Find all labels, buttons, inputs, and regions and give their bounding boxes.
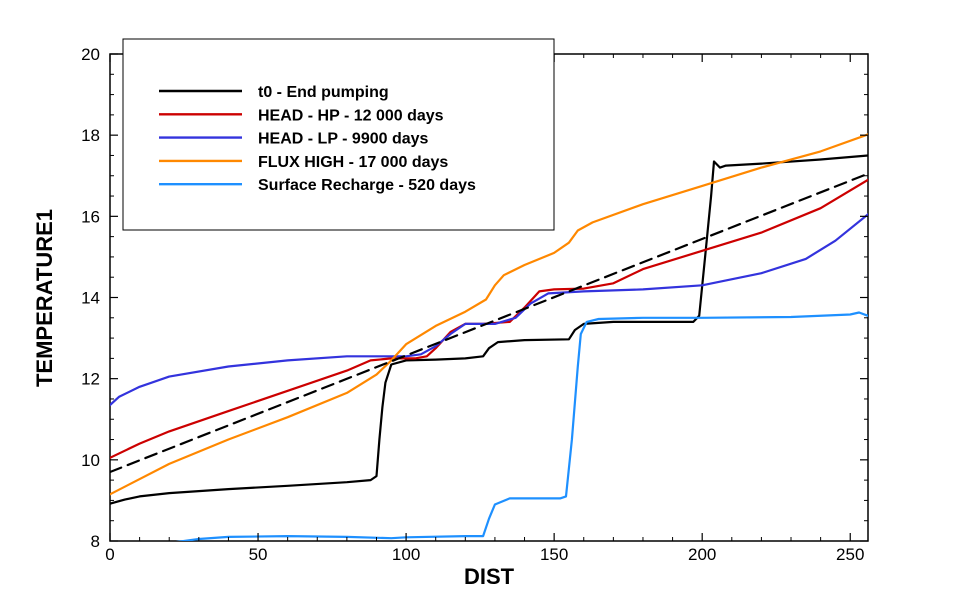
legend-label-4: Surface Recharge - 520 days (258, 177, 476, 194)
series-line-2 (110, 213, 868, 407)
legend-label-0: t0 - End pumping (258, 84, 389, 101)
legend-box (122, 38, 555, 231)
series-line-5 (110, 172, 868, 474)
legend: t0 - End pumping HEAD - HP - 12 000 days H… (122, 38, 555, 231)
ticks-layer: 0 50 100 150 200 250 8 10 12 14 16 18 20 (81, 45, 868, 564)
x-tick-label: 200 (688, 545, 716, 564)
series-line-3 (110, 133, 868, 496)
y-tick-label: 10 (81, 451, 100, 470)
legend-label-2: HEAD - LP - 9900 days (258, 131, 429, 148)
x-tick-label: 100 (392, 545, 420, 564)
y-tick-label: 18 (81, 126, 100, 145)
x-tick-label: 50 (249, 545, 268, 564)
x-tick-label: 150 (540, 545, 568, 564)
x-tick-label: 250 (836, 545, 864, 564)
y-tick-label: 12 (81, 370, 100, 389)
legend-label-1: HEAD - HP - 12 000 days (258, 107, 444, 124)
series-line-0 (110, 154, 868, 505)
y-tick-label: 14 (81, 289, 100, 308)
series-layer (110, 133, 868, 541)
y-axis-title: TEMPERATURE1 (32, 209, 57, 387)
y-tick-label: 8 (91, 532, 100, 551)
y-tick-label: 16 (81, 207, 100, 226)
y-tick-label: 20 (81, 45, 100, 64)
legend-label-3: FLUX HIGH - 17 000 days (258, 154, 448, 171)
x-tick-label: 0 (105, 545, 114, 564)
series-line-4 (175, 311, 868, 541)
legend-entries: t0 - End pumping HEAD - HP - 12 000 days H… (159, 84, 476, 194)
x-axis-title: DIST (464, 564, 515, 589)
